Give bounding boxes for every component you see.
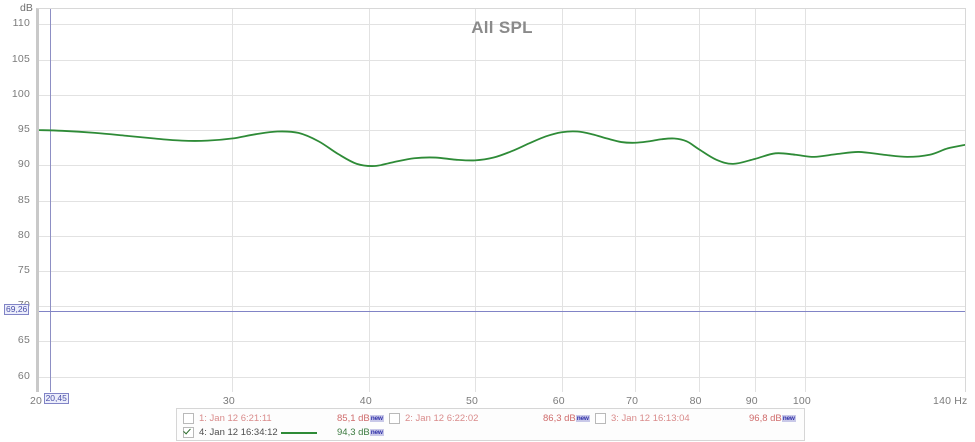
x-tick-40: 40 [359, 395, 372, 407]
hgridline [39, 341, 965, 342]
legend-label-4: 4: Jan 12 16:34:12 [199, 427, 278, 438]
y-tick-65: 65 [17, 334, 30, 347]
y-tick-75: 75 [17, 263, 30, 276]
y-tick-110: 110 [12, 17, 30, 30]
x-tick-70: 70 [626, 395, 639, 407]
new-badge-4: new [369, 429, 384, 436]
x-tick-50: 50 [465, 395, 479, 407]
y-tick-90: 90 [17, 158, 30, 171]
y-tick-80: 80 [17, 228, 30, 241]
y-tick-100: 100 [11, 87, 30, 100]
legend-value-wrap-1: 85,1 dB new [337, 411, 384, 426]
legend-value-1: 85,1 dB [337, 413, 370, 424]
hgridline [39, 271, 965, 272]
legend-value-4: 94,3 dB [337, 427, 370, 438]
legend-label-3: 3: Jan 12 16:13:04 [611, 413, 690, 424]
plot-inner [39, 9, 965, 392]
legend-checkbox-3[interactable] [595, 413, 606, 424]
x-tick-60: 60 [552, 395, 565, 407]
vgridline [369, 9, 370, 392]
x-tick-140: 140 Hz [933, 395, 968, 407]
y-tick-85: 85 [17, 193, 30, 206]
vgridline [755, 9, 756, 392]
legend-value-2: 86,3 dB [543, 413, 576, 424]
x-tick-80: 80 [689, 395, 702, 407]
legend-value-wrap-3: 96,8 dB new [749, 411, 796, 426]
series-line [39, 129, 965, 167]
hgridline [39, 165, 965, 166]
plot-area[interactable]: All SPL [36, 8, 966, 392]
legend-label-2: 2: Jan 12 6:22:02 [405, 413, 479, 424]
hgridline [39, 24, 965, 25]
horizontal-marker-value[interactable]: 69,26 [4, 304, 30, 316]
legend-entry-2[interactable]: 2: Jan 12 6:22:02 [389, 411, 478, 426]
legend-label-1: 1: Jan 12 6:21:11 [199, 413, 272, 424]
hgridline [39, 377, 965, 378]
y-tick-95: 95 [17, 123, 30, 136]
hgridline [39, 95, 965, 96]
chart-title: All SPL [471, 18, 533, 37]
legend-value-wrap-2: 86,3 dB new [543, 411, 590, 426]
x-tick-30: 30 [222, 395, 235, 407]
legend-value-3: 96,8 dB [749, 413, 782, 424]
vgridline [805, 9, 806, 392]
x-tick-100: 100 [792, 395, 811, 407]
hgridline [39, 201, 965, 202]
vertical-marker-value[interactable]: 20,45 [43, 393, 69, 404]
vgridline [232, 9, 233, 392]
y-axis-unit-label: dB [20, 2, 33, 14]
legend-value-wrap-4: 94,3 dB new [337, 425, 384, 440]
hgridline [39, 306, 965, 307]
new-badge-1: new [369, 415, 384, 422]
legend-checkbox-4[interactable] [183, 427, 194, 438]
legend-entry-1[interactable]: 1: Jan 12 6:21:11 [183, 411, 272, 426]
horizontal-marker-line[interactable] [39, 311, 965, 313]
vgridline [699, 9, 700, 392]
legend-checkbox-2[interactable] [389, 413, 400, 424]
new-badge-2: new [575, 415, 590, 422]
x-tick-90: 90 [745, 395, 758, 407]
new-badge-3: new [781, 415, 796, 422]
hgridline [39, 130, 965, 131]
vgridline [475, 9, 476, 392]
vertical-cursor-line[interactable] [49, 9, 51, 392]
vgridline [635, 9, 636, 392]
hgridline [39, 236, 965, 237]
x-tick-20: 20 [29, 395, 43, 407]
y-tick-60: 60 [17, 369, 30, 382]
spl-curve [39, 129, 965, 167]
legend-checkbox-1[interactable] [183, 413, 194, 424]
y-tick-105: 105 [11, 52, 30, 65]
legend-color-swatch-4 [281, 432, 317, 434]
legend-panel[interactable]: 1: Jan 12 6:21:11 85,1 dB new 2: Jan 12 6:2… [176, 408, 805, 441]
hgridline [39, 60, 965, 61]
vgridline [562, 9, 563, 392]
legend-entry-3[interactable]: 3: Jan 12 16:13:04 [595, 411, 690, 426]
legend-entry-4[interactable]: 4: Jan 12 16:34:12 [183, 425, 278, 440]
